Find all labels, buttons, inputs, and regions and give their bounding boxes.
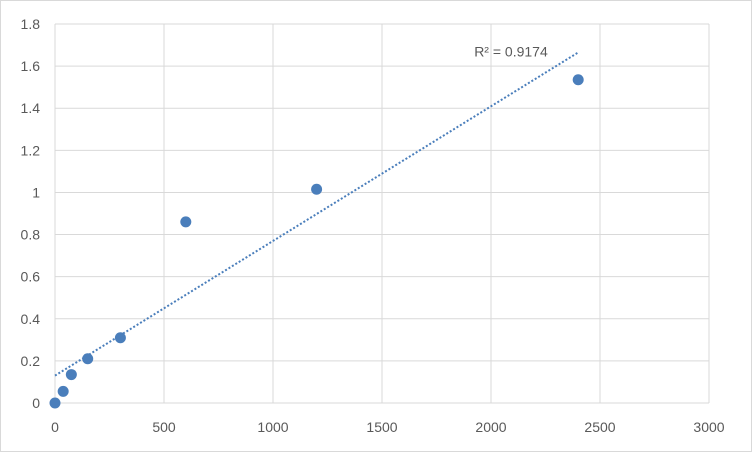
- y-tick-label: 0.6: [21, 269, 41, 285]
- data-point: [57, 385, 69, 397]
- x-tick-label: 0: [51, 419, 59, 435]
- y-tick-label: 0.2: [21, 353, 41, 369]
- y-tick-label: 1.4: [21, 100, 41, 116]
- y-tick-label: 0: [32, 395, 40, 411]
- grid-lines: [54, 23, 710, 404]
- data-point: [311, 183, 323, 195]
- y-tick-label: 1: [32, 184, 40, 200]
- y-axis-tick-labels: 0 0.2 0.4 0.6 0.8 1 1.2 1.4 1.6 1.8: [21, 16, 41, 411]
- r-squared-annotation: R² = 0.9174: [474, 43, 548, 59]
- x-tick-label: 3000: [693, 419, 724, 435]
- data-point: [180, 216, 192, 228]
- data-point: [82, 353, 94, 365]
- x-tick-label: 2500: [584, 419, 615, 435]
- data-points: [49, 74, 584, 409]
- y-tick-label: 1.8: [21, 16, 41, 32]
- x-axis-tick-labels: 0 500 1000 1500 2000 2500 3000: [51, 419, 725, 435]
- x-tick-label: 2000: [475, 419, 506, 435]
- y-tick-label: 1.6: [21, 58, 41, 74]
- data-point: [114, 332, 126, 344]
- data-point: [65, 369, 77, 381]
- trendline: [54, 51, 579, 377]
- x-tick-label: 500: [152, 419, 176, 435]
- y-tick-label: 0.4: [21, 311, 41, 327]
- x-tick-label: 1500: [366, 419, 397, 435]
- data-point: [49, 397, 61, 409]
- x-tick-label: 1000: [257, 419, 288, 435]
- data-point: [572, 74, 584, 86]
- y-tick-label: 0.8: [21, 227, 41, 243]
- y-tick-label: 1.2: [21, 142, 41, 158]
